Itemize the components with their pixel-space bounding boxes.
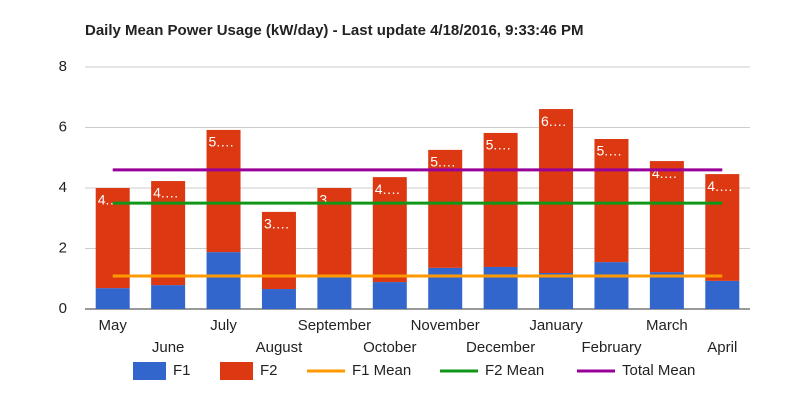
bar <box>705 174 740 281</box>
x-tick-label: February <box>581 339 642 356</box>
x-tick-label: August <box>256 339 304 356</box>
value-label: 6.… <box>541 113 567 129</box>
legend-label: F1 Mean <box>352 362 411 379</box>
x-tick-label: December <box>466 339 535 356</box>
x-tick-label: May <box>99 317 128 334</box>
legend-swatch <box>133 362 166 380</box>
bar <box>206 252 241 309</box>
y-tick-label: 8 <box>59 58 67 75</box>
y-tick-label: 6 <box>59 118 67 135</box>
legend-label: Total Mean <box>622 362 695 379</box>
bar <box>483 132 518 267</box>
bar <box>261 289 296 309</box>
y-tick-label: 2 <box>59 239 67 256</box>
bar <box>705 280 740 309</box>
value-label: 5.… <box>209 134 235 150</box>
x-tick-label: October <box>363 339 416 356</box>
x-tick-label: January <box>529 317 583 334</box>
bar <box>372 177 407 283</box>
bar <box>649 272 684 309</box>
x-tick-label: March <box>646 317 688 334</box>
legend-label: F2 <box>260 362 278 379</box>
bar <box>95 188 130 289</box>
x-tick-label: September <box>298 317 371 334</box>
y-tick-label: 4 <box>59 179 67 196</box>
value-label: 5.… <box>596 143 622 159</box>
value-label: 5.… <box>430 154 456 170</box>
bar <box>594 262 629 309</box>
legend-label: F1 <box>173 362 191 379</box>
bar <box>151 181 186 286</box>
x-tick-label: July <box>210 317 237 334</box>
bar <box>95 288 130 309</box>
value-label: 3.… <box>319 192 345 208</box>
bar <box>483 266 518 309</box>
value-label: 4.… <box>652 165 678 181</box>
bar <box>206 129 241 253</box>
value-label: 4.… <box>153 185 179 201</box>
bar <box>317 276 352 309</box>
value-label: 4.… <box>707 178 733 194</box>
x-tick-label: November <box>411 317 480 334</box>
x-tick-label: June <box>152 339 185 356</box>
legend-label: F2 Mean <box>485 362 544 379</box>
value-label: 4.… <box>375 181 401 197</box>
bar <box>539 109 574 274</box>
value-label: 3.… <box>264 216 290 232</box>
bar <box>649 161 684 273</box>
bar <box>151 285 186 309</box>
bar <box>539 273 574 309</box>
bar <box>594 138 629 263</box>
bar <box>372 282 407 309</box>
value-label: 4.… <box>98 192 124 208</box>
value-label: 5.… <box>486 137 512 153</box>
chart-title: Daily Mean Power Usage (kW/day) - Last u… <box>85 22 584 39</box>
y-tick-label: 0 <box>59 300 67 317</box>
bar <box>428 267 463 309</box>
x-tick-label: April <box>707 339 737 356</box>
legend-swatch <box>220 362 253 380</box>
